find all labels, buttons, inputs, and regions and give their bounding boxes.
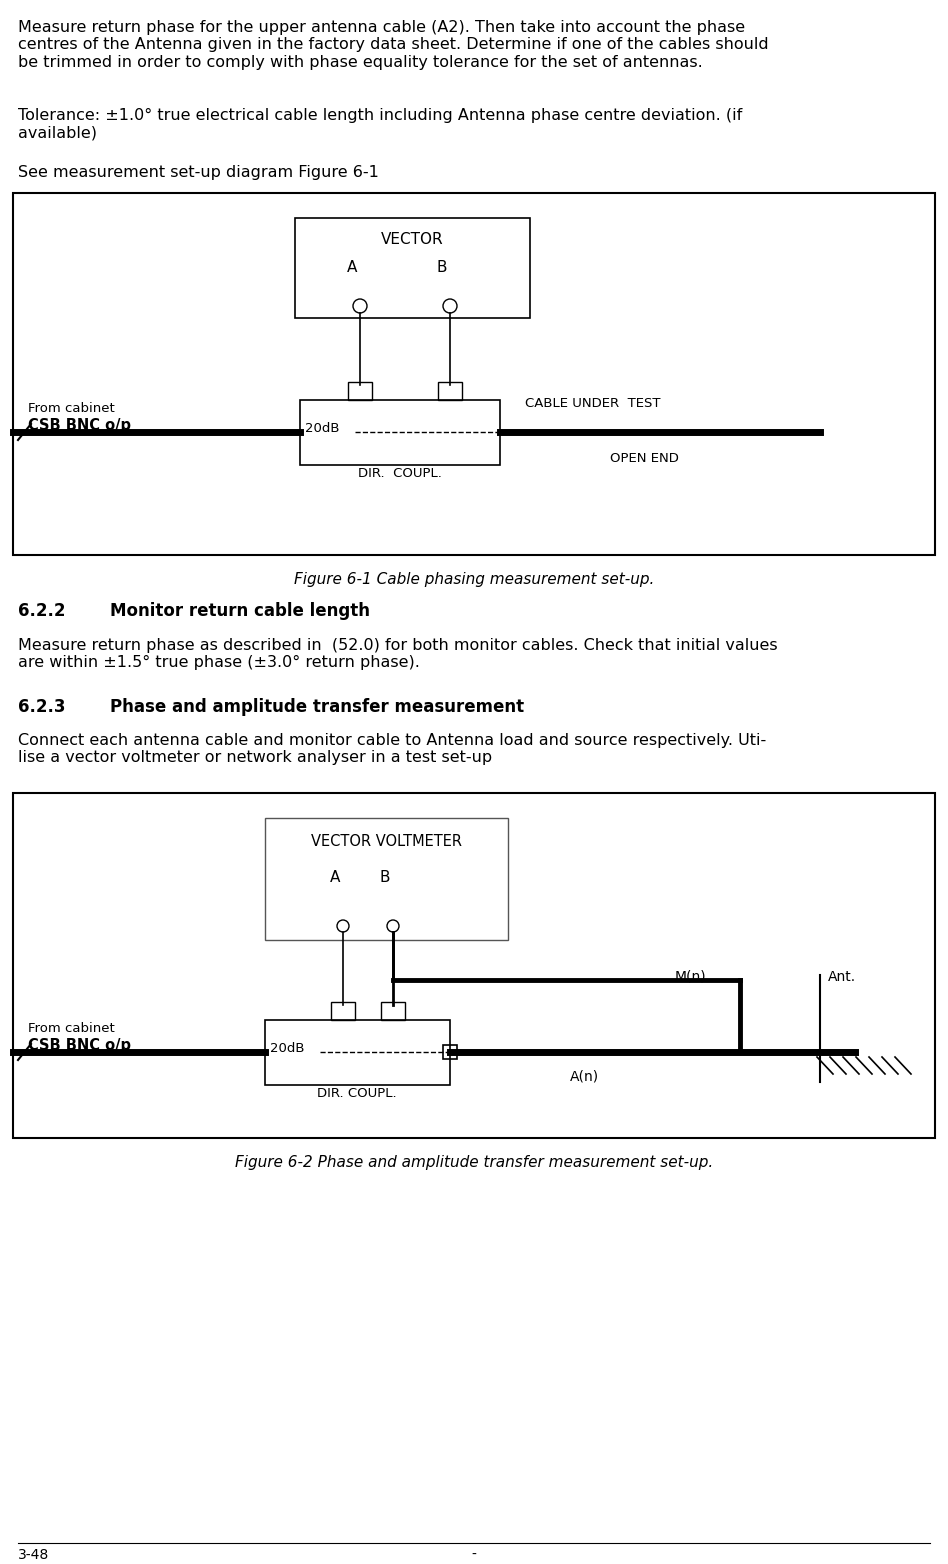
Text: A(n): A(n) [570, 1070, 599, 1084]
Text: 6.2.3: 6.2.3 [18, 698, 65, 716]
Bar [443, 1045, 457, 1059]
Text: VECTOR: VECTOR [381, 231, 444, 247]
Text: A: A [330, 870, 340, 885]
Text: Connect each antenna cable and monitor cable to Antenna load and source respecti: Connect each antenna cable and monitor c… [18, 734, 766, 765]
Text: From cabinet: From cabinet [28, 1021, 115, 1035]
Circle shape [443, 299, 457, 313]
Bar [13, 793, 935, 1139]
Circle shape [353, 299, 367, 313]
Bar [438, 382, 462, 400]
Text: 20dB: 20dB [270, 1042, 304, 1056]
Text: DIR.  COUPL.: DIR. COUPL. [358, 468, 442, 480]
Bar [265, 1020, 450, 1085]
Text: CABLE UNDER  TEST: CABLE UNDER TEST [525, 397, 661, 410]
Bar [348, 382, 372, 400]
Text: Tolerance: ±1.0° true electrical cable length including Antenna phase centre dev: Tolerance: ±1.0° true electrical cable l… [18, 108, 742, 141]
Text: 20dB: 20dB [305, 422, 339, 435]
Circle shape [387, 920, 399, 932]
Bar [265, 818, 508, 940]
Text: DIR. COUPL.: DIR. COUPL. [318, 1087, 397, 1099]
Text: See measurement set-up diagram Figure 6-1: See measurement set-up diagram Figure 6-… [18, 164, 379, 180]
Text: Measure return phase for the upper antenna cable (A2). Then take into account th: Measure return phase for the upper anten… [18, 20, 769, 70]
Bar [13, 192, 935, 555]
Text: -: - [471, 1548, 477, 1562]
Text: From cabinet: From cabinet [28, 402, 115, 414]
Text: VECTOR VOLTMETER: VECTOR VOLTMETER [311, 834, 462, 849]
Text: Figure 6-1 Cable phasing measurement set-up.: Figure 6-1 Cable phasing measurement set… [294, 572, 654, 586]
Bar [300, 400, 500, 465]
Bar [295, 217, 530, 317]
Text: B: B [380, 870, 391, 885]
Circle shape [337, 920, 349, 932]
Text: OPEN END: OPEN END [610, 452, 679, 465]
Text: Phase and amplitude transfer measurement: Phase and amplitude transfer measurement [110, 698, 524, 716]
Text: M(n): M(n) [675, 970, 706, 984]
Text: Monitor return cable length: Monitor return cable length [110, 602, 370, 619]
Text: CSB BNC o/p: CSB BNC o/p [28, 1038, 131, 1053]
Text: 3-48: 3-48 [18, 1548, 49, 1562]
Text: Measure return phase as described in  (52.0) for both monitor cables. Check that: Measure return phase as described in (52… [18, 638, 777, 671]
Text: A: A [347, 260, 357, 275]
Text: 6.2.2: 6.2.2 [18, 602, 65, 619]
Text: B: B [437, 260, 447, 275]
Bar [331, 1003, 355, 1020]
Text: CSB BNC o/p: CSB BNC o/p [28, 418, 131, 433]
Bar [381, 1003, 405, 1020]
Text: Ant.: Ant. [828, 970, 856, 984]
Text: Figure 6-2 Phase and amplitude transfer measurement set-up.: Figure 6-2 Phase and amplitude transfer … [235, 1154, 713, 1170]
